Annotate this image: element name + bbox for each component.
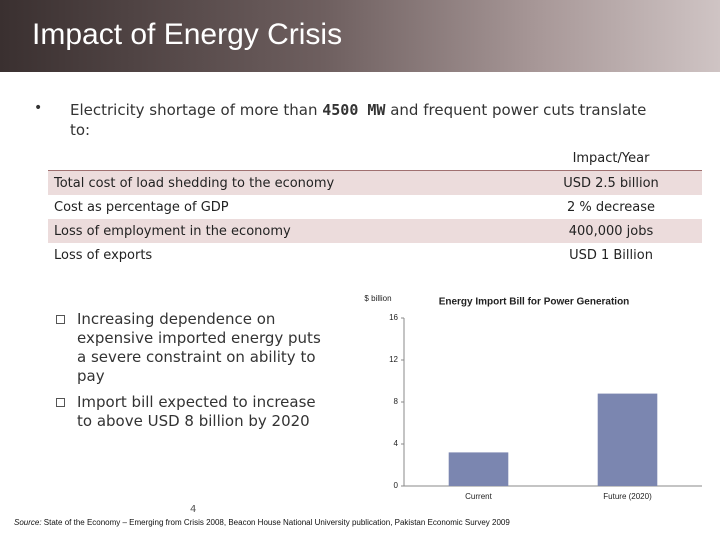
table-header: Impact/Year [520,146,702,171]
cell: 400,000 jobs [520,219,702,243]
bullet-marker [56,398,65,407]
source-text: State of the Economy – Emerging from Cri… [41,518,510,527]
bullet-marker [56,315,65,324]
bar [448,452,509,486]
chart-title: Energy Import Bill for Power Generation [439,297,630,308]
bullet-text: Import bill expected to increase to abov… [77,393,316,430]
cell: Cost as percentage of GDP [54,199,229,215]
intro: Electricity shortage of more than 4500 M… [70,100,670,140]
banner [0,0,720,72]
intro-text: and frequent power cuts translate to: [70,101,647,139]
bullet-text: Increasing dependence on expensive impor… [77,310,321,385]
bar [597,393,658,486]
cell: USD 2.5 billion [520,170,702,195]
y-axis-label: $ billion [364,294,391,303]
y-tick-label: 8 [394,397,399,406]
y-tick-label: 12 [389,355,398,364]
y-tick-label: 0 [394,481,399,490]
x-tick-label: Current [465,492,492,501]
y-tick-label: 4 [394,439,399,448]
source: Source: State of the Economy – Emerging … [14,518,510,527]
y-tick-label: 16 [389,313,398,322]
cell: Loss of employment in the economy [48,219,520,243]
bullet: Increasing dependence on expensive impor… [56,310,326,386]
cell: 2 % decrease [566,199,656,215]
cell: USD 1 Billion [569,247,653,263]
cell: Total cost of load shedding to the econo… [48,170,520,195]
intro-text: Electricity shortage of more than [70,101,323,119]
impact-table: Impact/Year Total cost of load shedding … [48,146,702,267]
intro-highlight: 4500 MW [322,101,386,119]
source-label: Source: [14,518,42,527]
bullet-marker: • [34,100,43,116]
x-tick-label: Future (2020) [603,492,652,501]
cell: Loss of exports [54,247,153,263]
bullet: Import bill expected to increase to abov… [56,393,326,431]
page-number: 4 [190,504,197,515]
slide-title: Impact of Energy Crisis [32,18,343,51]
